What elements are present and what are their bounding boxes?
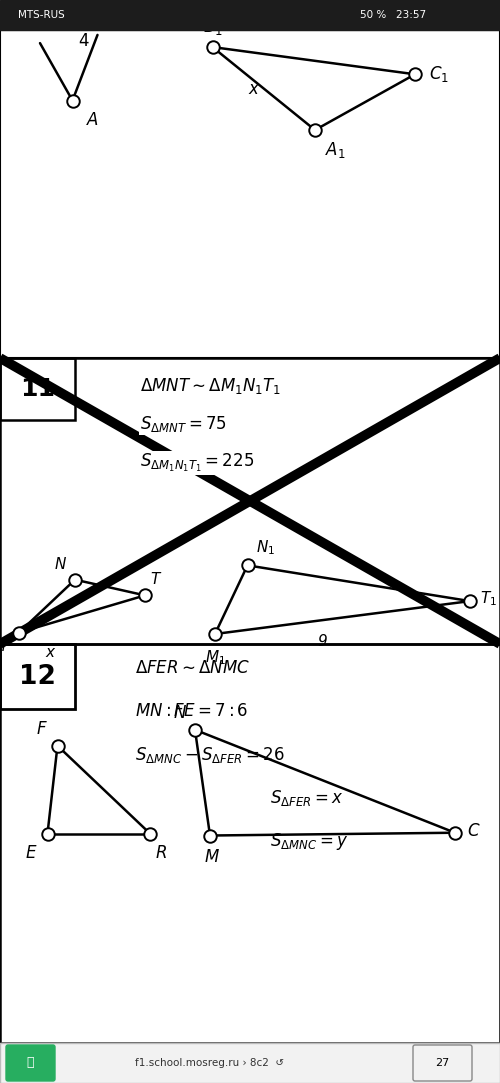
Bar: [0, 0, 500, 30]
Text: $S_{\Delta M_1N_1T_1} = 225$: $S_{\Delta M_1N_1T_1} = 225$: [140, 452, 254, 474]
Text: $A_1$: $A_1$: [325, 140, 345, 160]
Text: $T$: $T$: [150, 572, 162, 587]
Text: $N$: $N$: [54, 556, 67, 572]
Text: $R$: $R$: [155, 844, 167, 861]
Text: $B_1$: $B_1$: [202, 17, 222, 37]
Text: $C_1$: $C_1$: [429, 64, 449, 84]
Bar: [0, 30, 500, 358]
Text: $S_{\Delta FER} = x$: $S_{\Delta FER} = x$: [270, 788, 344, 808]
Text: $N_1$: $N_1$: [256, 538, 274, 558]
Text: $S_{\Delta MNC} - S_{\Delta FER} = 26$: $S_{\Delta MNC} - S_{\Delta FER} = 26$: [135, 745, 285, 765]
Text: f1.school.mosreg.ru › 8c2  ↺: f1.school.mosreg.ru › 8c2 ↺: [136, 1058, 284, 1068]
Text: $M$: $M$: [204, 848, 220, 865]
Bar: [0, 358, 75, 420]
Text: $x$: $x$: [248, 79, 260, 97]
Text: 50 %   23:57: 50 % 23:57: [360, 10, 426, 19]
Bar: [0, 644, 500, 1043]
Bar: [0, 1043, 500, 1083]
Text: $S_{\Delta MNC} = y$: $S_{\Delta MNC} = y$: [270, 831, 348, 852]
Text: 9: 9: [318, 635, 328, 650]
Text: 🔒: 🔒: [26, 1057, 34, 1070]
Bar: [0, 358, 500, 644]
FancyBboxPatch shape: [6, 1045, 55, 1081]
Text: $MN : FE = 7 : 6$: $MN : FE = 7 : 6$: [135, 702, 248, 720]
Text: MTS-RUS: MTS-RUS: [18, 10, 65, 19]
Text: $N$: $N$: [173, 704, 187, 721]
Text: $C$: $C$: [467, 822, 480, 839]
Text: 4: 4: [78, 31, 89, 50]
Text: $\Delta MNT \sim \Delta M_1N_1T_1$: $\Delta MNT \sim \Delta M_1N_1T_1$: [140, 376, 281, 396]
Bar: [0, 1043, 500, 1083]
Text: 11: 11: [20, 377, 55, 401]
Text: $F$: $F$: [36, 720, 48, 738]
Text: $A$: $A$: [86, 110, 100, 129]
Text: 27: 27: [436, 1058, 450, 1068]
Text: $S_{\Delta MNT} = 75$: $S_{\Delta MNT} = 75$: [140, 414, 227, 434]
Text: 12: 12: [19, 664, 56, 690]
Text: $M_1$: $M_1$: [204, 648, 226, 667]
Text: $E$: $E$: [25, 844, 38, 861]
Text: $M$: $M$: [0, 638, 7, 653]
Bar: [0, 644, 75, 709]
Text: $T_1$: $T_1$: [480, 590, 497, 609]
Text: $\Delta FER \sim \Delta NMC$: $\Delta FER \sim \Delta NMC$: [135, 658, 250, 677]
Text: $x$: $x$: [45, 644, 57, 660]
